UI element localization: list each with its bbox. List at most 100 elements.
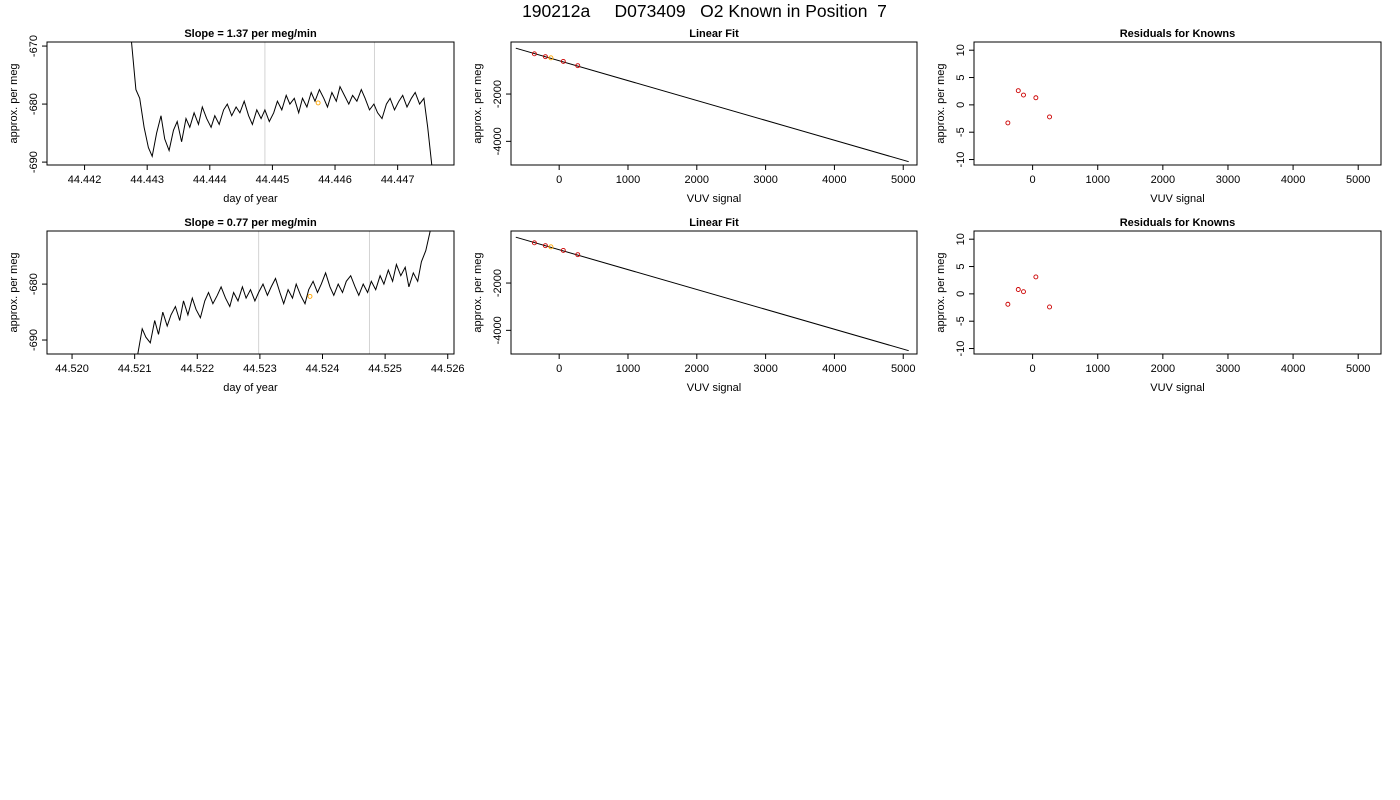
y-tick-label: -680 bbox=[28, 273, 40, 295]
data-point bbox=[1033, 274, 1039, 280]
x-tick-label: 44.526 bbox=[431, 363, 465, 375]
x-tick-label: 5000 bbox=[891, 363, 915, 375]
series-line bbox=[131, 42, 433, 165]
data-point bbox=[1047, 114, 1052, 120]
x-tick-label: 44.447 bbox=[381, 174, 415, 186]
x-tick-label: 2000 bbox=[1151, 363, 1175, 375]
series-line bbox=[515, 236, 909, 352]
data-point bbox=[575, 63, 581, 69]
x-tick-label: 4000 bbox=[822, 363, 846, 375]
x-tick-label: 3000 bbox=[753, 363, 777, 375]
x-axis-label: VUV signal bbox=[687, 193, 741, 205]
data-point bbox=[1021, 289, 1026, 295]
x-tick-label: 44.444 bbox=[193, 174, 227, 186]
plot-frame bbox=[973, 230, 1382, 355]
page-title: 190212a D073409 O2 Known in Position 7 bbox=[522, 1, 887, 21]
x-tick-label: 44.524 bbox=[306, 363, 340, 375]
y-tick-label: -690 bbox=[28, 151, 40, 173]
x-tick-label: 2000 bbox=[685, 363, 709, 375]
chart-p6: Residuals for Knowns 0 1000 2000 3000 4000 500… bbox=[935, 217, 1382, 394]
y-tick-label: -2000 bbox=[492, 269, 504, 297]
data-point bbox=[542, 54, 548, 60]
data-point bbox=[315, 100, 321, 106]
x-tick-label: 44.446 bbox=[318, 174, 352, 186]
y-axis-label: approx. per meg bbox=[8, 252, 20, 332]
series-line bbox=[137, 231, 431, 354]
plot-frame bbox=[46, 41, 455, 166]
data-point bbox=[1033, 95, 1039, 101]
y-tick-label: 10 bbox=[955, 44, 967, 56]
x-tick-label: 5000 bbox=[1346, 363, 1370, 375]
x-tick-label: 5000 bbox=[1346, 174, 1370, 186]
chart-p3: Residuals for Knowns 0 1000 2000 3000 4000 500… bbox=[935, 28, 1382, 205]
data-point bbox=[307, 293, 313, 299]
y-axis-label: approx. per meg bbox=[935, 252, 947, 332]
y-tick-label: 0 bbox=[955, 291, 967, 297]
chart-title: Residuals for Knowns bbox=[1120, 28, 1236, 40]
y-axis-label: approx. per meg bbox=[935, 63, 947, 143]
x-tick-label: 0 bbox=[1030, 363, 1036, 375]
plot-data bbox=[515, 47, 909, 163]
chart-p4: Slope = 0.77 per meg/min 44.520 44.521 44.5… bbox=[8, 217, 465, 394]
chart-title: Residuals for Knowns bbox=[1120, 217, 1236, 229]
y-tick-label: -690 bbox=[28, 329, 40, 351]
plot-data bbox=[1005, 88, 1052, 126]
x-tick-label: 4000 bbox=[1281, 174, 1305, 186]
data-point bbox=[531, 240, 537, 246]
x-tick-label: 0 bbox=[556, 363, 562, 375]
y-tick-label: -10 bbox=[955, 341, 967, 357]
chart-title: Linear Fit bbox=[689, 217, 739, 229]
data-point bbox=[1005, 120, 1011, 126]
x-tick-label: 44.525 bbox=[368, 363, 402, 375]
chart-title: Slope = 0.77 per meg/min bbox=[184, 217, 317, 229]
series-line bbox=[515, 47, 909, 163]
plot-frame bbox=[510, 230, 918, 355]
y-axis-label: approx. per meg bbox=[8, 63, 20, 143]
y-tick-label: -4000 bbox=[492, 127, 504, 155]
data-point bbox=[560, 58, 566, 64]
x-axis-label: day of year bbox=[223, 193, 278, 205]
x-tick-label: 44.442 bbox=[68, 174, 102, 186]
y-tick-label: 10 bbox=[955, 233, 967, 245]
x-tick-label: 4000 bbox=[822, 174, 846, 186]
y-tick-label: 0 bbox=[955, 102, 967, 108]
x-tick-label: 2000 bbox=[1151, 174, 1175, 186]
x-tick-label: 44.445 bbox=[256, 174, 290, 186]
x-tick-label: 2000 bbox=[685, 174, 709, 186]
data-point bbox=[1021, 92, 1026, 98]
x-tick-label: 3000 bbox=[1216, 174, 1240, 186]
chart-title: Linear Fit bbox=[689, 28, 739, 40]
data-point bbox=[1047, 304, 1052, 310]
plot-data bbox=[137, 231, 431, 354]
x-tick-label: 0 bbox=[1030, 174, 1036, 186]
chart-p2: Linear Fit 0 1000 2000 3000 4000 5000 -4000 -200… bbox=[472, 28, 918, 205]
chart-title: Slope = 1.37 per meg/min bbox=[184, 28, 317, 40]
plot-frame bbox=[46, 230, 455, 355]
y-tick-label: -5 bbox=[955, 127, 967, 137]
x-tick-label: 44.523 bbox=[243, 363, 277, 375]
chart-p5: Linear Fit 0 1000 2000 3000 4000 5000 -4000 -200… bbox=[472, 217, 918, 394]
data-point bbox=[1015, 88, 1021, 94]
x-tick-label: 0 bbox=[556, 174, 562, 186]
x-tick-label: 1000 bbox=[1085, 363, 1109, 375]
x-tick-label: 44.443 bbox=[130, 174, 164, 186]
x-axis-label: VUV signal bbox=[687, 382, 741, 394]
data-point bbox=[548, 244, 554, 250]
data-point bbox=[542, 243, 548, 249]
x-axis-label: VUV signal bbox=[1150, 193, 1204, 205]
x-tick-label: 44.522 bbox=[180, 363, 214, 375]
data-point bbox=[548, 55, 554, 61]
y-tick-label: 5 bbox=[955, 263, 967, 269]
y-tick-label: -2000 bbox=[492, 80, 504, 108]
plot-frame bbox=[510, 41, 918, 166]
x-tick-label: 44.520 bbox=[55, 363, 89, 375]
plot-data bbox=[1005, 274, 1052, 310]
plot-frame bbox=[973, 41, 1382, 166]
chart-p1: Slope = 1.37 per meg/min 44.442 44.443 44.4… bbox=[8, 28, 455, 205]
data-point bbox=[575, 252, 581, 258]
x-axis-label: day of year bbox=[223, 382, 278, 394]
x-tick-label: 5000 bbox=[891, 174, 915, 186]
y-tick-label: -10 bbox=[955, 152, 967, 168]
y-tick-label: 5 bbox=[955, 74, 967, 80]
